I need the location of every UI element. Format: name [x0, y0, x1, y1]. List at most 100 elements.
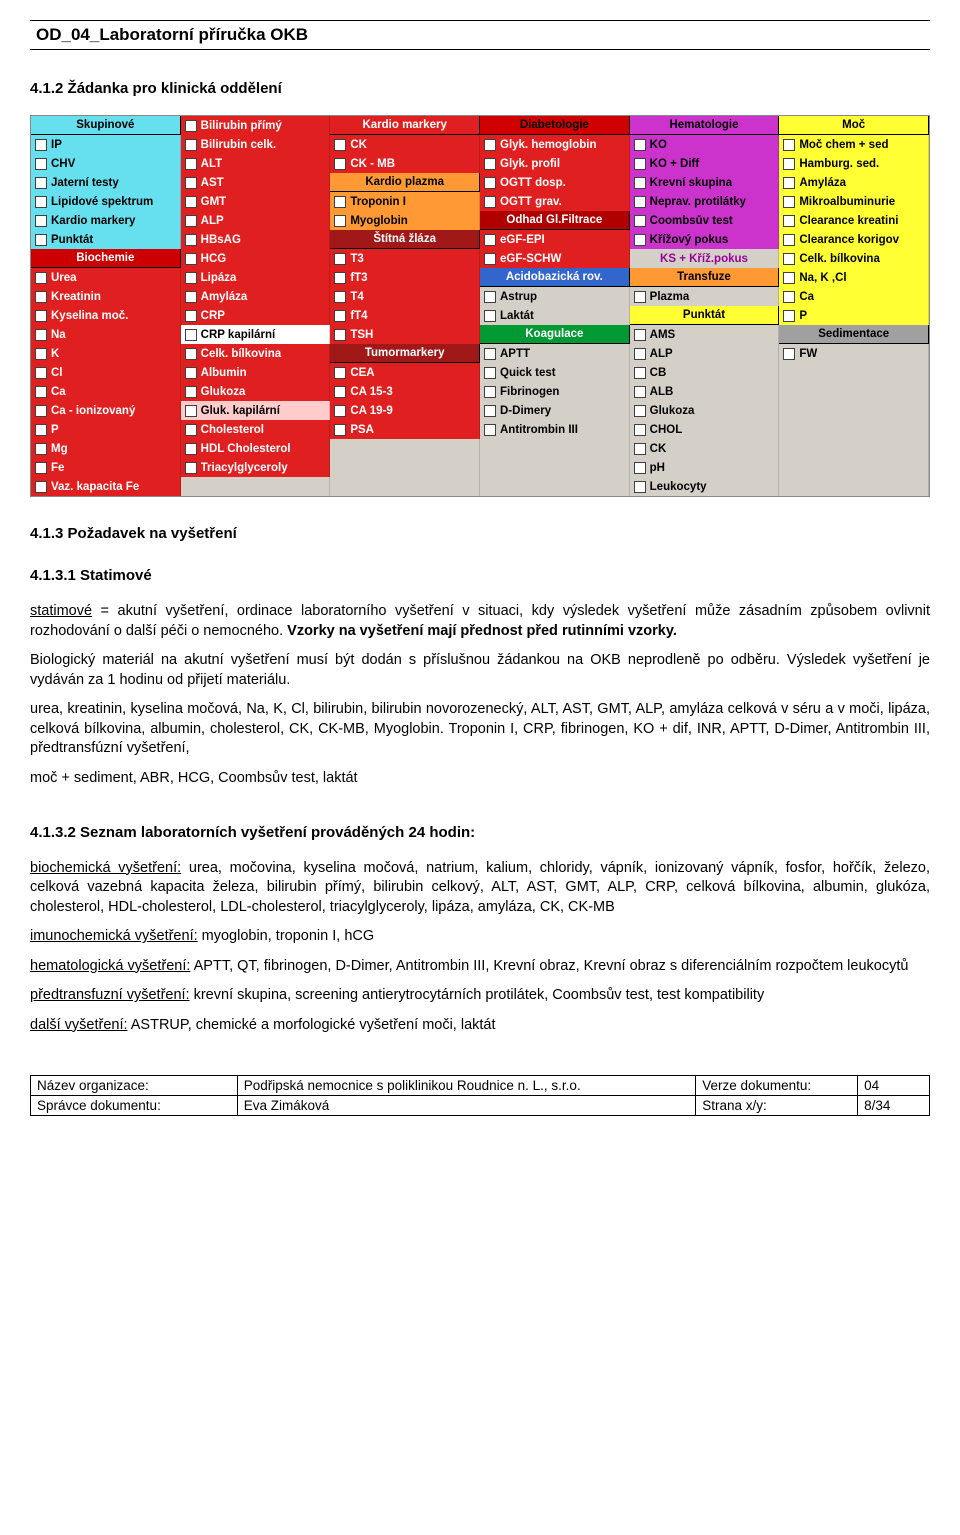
checkbox-icon[interactable]	[35, 386, 47, 398]
checkbox-icon[interactable]	[185, 348, 197, 360]
test-row[interactable]: Vaz. kapacita Fe	[31, 477, 181, 496]
checkbox-icon[interactable]	[484, 424, 496, 436]
test-row[interactable]: fT3	[330, 268, 480, 287]
test-row[interactable]: P	[31, 420, 181, 439]
checkbox-icon[interactable]	[783, 310, 795, 322]
test-row[interactable]: PSA	[330, 420, 480, 439]
checkbox-icon[interactable]	[484, 177, 496, 189]
test-row[interactable]: CRP	[181, 306, 331, 325]
checkbox-icon[interactable]	[334, 196, 346, 208]
checkbox-icon[interactable]	[35, 291, 47, 303]
test-row[interactable]: CRP kapilární	[181, 325, 331, 344]
checkbox-icon[interactable]	[634, 196, 646, 208]
test-row[interactable]: Křížový pokus	[630, 230, 780, 249]
checkbox-icon[interactable]	[634, 329, 646, 341]
checkbox-icon[interactable]	[334, 386, 346, 398]
test-row[interactable]: Kyselina moč.	[31, 306, 181, 325]
test-row[interactable]: Hamburg. sed.	[779, 154, 929, 173]
test-row[interactable]: ALP	[630, 344, 780, 363]
checkbox-icon[interactable]	[35, 348, 47, 360]
test-row[interactable]: TSH	[330, 325, 480, 344]
checkbox-icon[interactable]	[185, 272, 197, 284]
test-row[interactable]: eGF-EPI	[480, 230, 630, 249]
checkbox-icon[interactable]	[634, 424, 646, 436]
test-row[interactable]: D-Dimery	[480, 401, 630, 420]
test-row[interactable]: KO	[630, 135, 780, 154]
test-row[interactable]: Urea	[31, 268, 181, 287]
checkbox-icon[interactable]	[634, 386, 646, 398]
test-row[interactable]: HCG	[181, 249, 331, 268]
checkbox-icon[interactable]	[334, 139, 346, 151]
test-row[interactable]: HBsAG	[181, 230, 331, 249]
checkbox-icon[interactable]	[185, 253, 197, 265]
checkbox-icon[interactable]	[634, 234, 646, 246]
test-row[interactable]: pH	[630, 458, 780, 477]
test-row[interactable]: AMS	[630, 325, 780, 344]
test-row[interactable]: CEA	[330, 363, 480, 382]
test-row[interactable]: Glukoza	[181, 382, 331, 401]
checkbox-icon[interactable]	[35, 215, 47, 227]
test-row[interactable]: CHOL	[630, 420, 780, 439]
checkbox-icon[interactable]	[484, 367, 496, 379]
checkbox-icon[interactable]	[185, 291, 197, 303]
checkbox-icon[interactable]	[334, 291, 346, 303]
checkbox-icon[interactable]	[35, 310, 47, 322]
checkbox-icon[interactable]	[484, 234, 496, 246]
checkbox-icon[interactable]	[35, 158, 47, 170]
test-row[interactable]: GMT	[181, 192, 331, 211]
test-row[interactable]: Celk. bílkovina	[779, 249, 929, 268]
checkbox-icon[interactable]	[484, 158, 496, 170]
test-row[interactable]: CHV	[31, 154, 181, 173]
test-row[interactable]: Astrup	[480, 287, 630, 306]
test-row[interactable]: Leukocyty	[630, 477, 780, 496]
checkbox-icon[interactable]	[484, 291, 496, 303]
test-row[interactable]: Glyk. hemoglobin	[480, 135, 630, 154]
checkbox-icon[interactable]	[783, 215, 795, 227]
test-row[interactable]: CK	[330, 135, 480, 154]
checkbox-icon[interactable]	[185, 196, 197, 208]
test-row[interactable]: Gluk. kapilární	[181, 401, 331, 420]
checkbox-icon[interactable]	[185, 158, 197, 170]
checkbox-icon[interactable]	[334, 405, 346, 417]
checkbox-icon[interactable]	[634, 367, 646, 379]
test-row[interactable]: Amyláza	[779, 173, 929, 192]
checkbox-icon[interactable]	[484, 139, 496, 151]
checkbox-icon[interactable]	[334, 310, 346, 322]
test-row[interactable]: AST	[181, 173, 331, 192]
test-row[interactable]: Troponin I	[330, 192, 480, 211]
test-row[interactable]: Antitrombin III	[480, 420, 630, 439]
checkbox-icon[interactable]	[334, 215, 346, 227]
test-row[interactable]: Na, K ,Cl	[779, 268, 929, 287]
test-row[interactable]: CK	[630, 439, 780, 458]
checkbox-icon[interactable]	[185, 405, 197, 417]
checkbox-icon[interactable]	[334, 367, 346, 379]
checkbox-icon[interactable]	[634, 405, 646, 417]
test-row[interactable]: Moč chem + sed	[779, 135, 929, 154]
test-row[interactable]: Ca	[779, 287, 929, 306]
checkbox-icon[interactable]	[35, 424, 47, 436]
test-row[interactable]: CA 15-3	[330, 382, 480, 401]
checkbox-icon[interactable]	[634, 481, 646, 493]
checkbox-icon[interactable]	[484, 196, 496, 208]
checkbox-icon[interactable]	[185, 177, 197, 189]
test-row[interactable]: Albumin	[181, 363, 331, 382]
test-row[interactable]: Quick test	[480, 363, 630, 382]
checkbox-icon[interactable]	[634, 462, 646, 474]
test-row[interactable]: Punktát	[31, 230, 181, 249]
checkbox-icon[interactable]	[185, 310, 197, 322]
checkbox-icon[interactable]	[484, 253, 496, 265]
checkbox-icon[interactable]	[185, 120, 197, 132]
checkbox-icon[interactable]	[634, 139, 646, 151]
test-row[interactable]: Lipidové spektrum	[31, 192, 181, 211]
test-row[interactable]: Fibrinogen	[480, 382, 630, 401]
test-row[interactable]: Plazma	[630, 287, 780, 306]
checkbox-icon[interactable]	[484, 310, 496, 322]
test-row[interactable]: Celk. bílkovina	[181, 344, 331, 363]
checkbox-icon[interactable]	[185, 215, 197, 227]
test-row[interactable]: CK - MB	[330, 154, 480, 173]
checkbox-icon[interactable]	[185, 139, 197, 151]
checkbox-icon[interactable]	[783, 348, 795, 360]
checkbox-icon[interactable]	[35, 272, 47, 284]
checkbox-icon[interactable]	[334, 158, 346, 170]
test-row[interactable]: Jaterní testy	[31, 173, 181, 192]
